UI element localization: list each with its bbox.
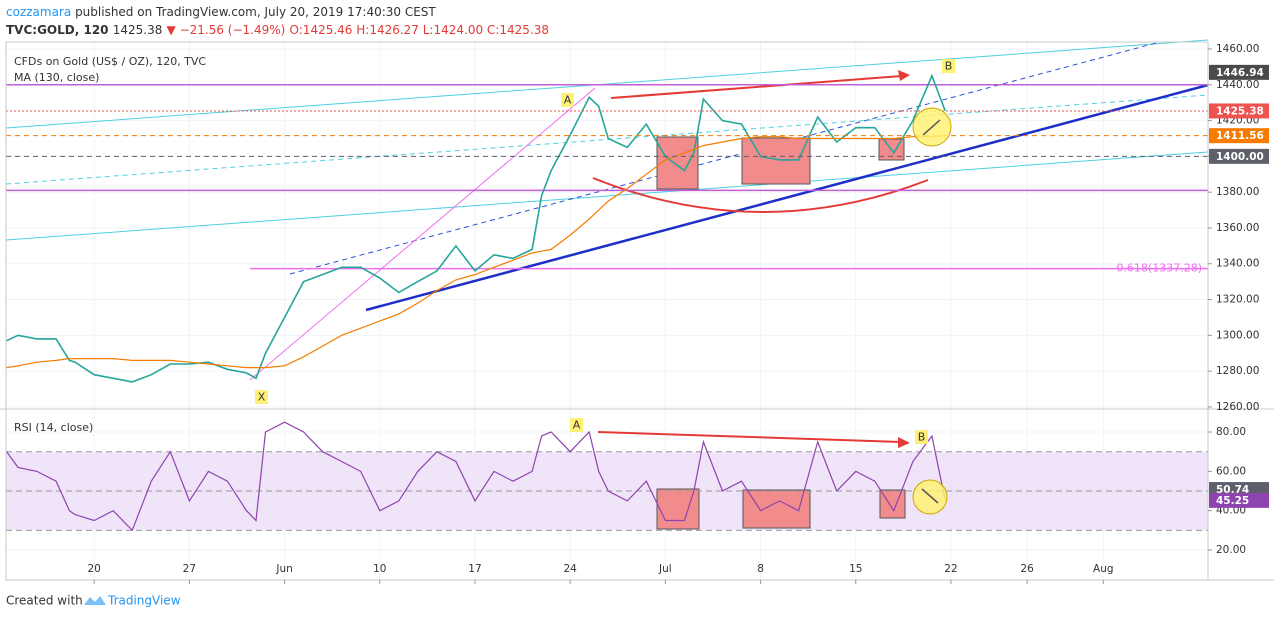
price-marker-label: 1425.38 [1216,105,1264,117]
y-tick-label: 1440.00 [1216,79,1259,91]
y-tick-label: 1280.00 [1216,365,1259,377]
box [656,136,699,190]
x-tick-label: 17 [468,563,481,575]
symbol-line: TVC:GOLD, 120 1425.38 ▼ −21.56 (−1.49%) … [6,23,549,37]
annotation: X [258,391,266,404]
circle [912,479,948,515]
annotation: A [573,419,581,432]
price-marker [1209,492,1269,508]
annotations: A B X A B [255,59,955,444]
y-tick-label: 1260.00 [1216,401,1259,413]
change: ▼ −21.56 (−1.49%) [167,23,286,37]
circle-arrow [921,488,939,504]
legend-title: CFDs on Gold (US$ / OZ), 120, TVC [14,55,206,68]
price-marker [1209,128,1269,144]
quote: 1425.38 [113,23,163,37]
label-bg [255,390,268,404]
box [741,137,811,185]
highlights [912,107,952,515]
symbol: TVC:GOLD, 120 [6,23,109,37]
arc [592,177,929,213]
x-tick-label: 24 [563,563,577,575]
support-trend [365,83,1209,312]
series-line [6,73,946,383]
price-marker [1209,103,1269,119]
annotation: B [918,431,926,444]
y-tick-label: 60.00 [1216,465,1246,477]
circle-arrow [922,119,941,136]
x-tick-label: 10 [373,563,386,575]
x-tick-label: 20 [87,563,100,575]
legend-rsi: RSI (14, close) [14,421,93,434]
logo [84,596,106,605]
legend-ma: MA (130, close) [14,71,99,84]
annotation: B [945,60,953,73]
footer-created: Created with [6,594,83,608]
x-tick-label: Aug [1093,563,1114,575]
price-marker [1209,64,1269,80]
label-bg [942,59,955,73]
price-marker-label: 1446.94 [1216,67,1264,79]
ohlc: O:1425.46 H:1426.27 L:1424.00 C:1425.38 [290,23,549,37]
x-tick-label: 26 [1020,563,1034,575]
y-tick-label: 1380.00 [1216,186,1259,198]
label-bg [570,418,583,432]
arrow-head [898,70,910,81]
y-tick-label: 1300.00 [1216,329,1259,341]
price-marker-label: 45.25 [1216,495,1249,507]
label-bg [915,430,928,444]
footer-brand: TradingView [107,594,181,608]
x-tick-label: 27 [183,563,196,575]
channel-lower [5,151,1209,241]
published: published on TradingView.com, July 20, 2… [75,5,436,19]
x-tick-label: Jul [658,563,672,575]
price-marker-label: 1400.00 [1216,151,1264,163]
y-tick-label: 80.00 [1216,426,1246,438]
price-marker [1209,148,1269,164]
y-tick-label: 1340.00 [1216,258,1259,270]
fib-label: 0.618(1337.28) [1116,262,1202,275]
fib-line [249,87,596,381]
x-tick-label: Jun [275,563,292,575]
series-line [6,135,946,369]
y-tick-label: 1460.00 [1216,43,1259,55]
channel-mid [5,94,1209,185]
series-line [6,421,946,532]
x-tick-label: 8 [757,563,764,575]
annotation: A [564,94,572,107]
label-bg [561,93,574,107]
price-marker-label: 1411.56 [1216,130,1264,142]
y-tick-label: 1320.00 [1216,294,1259,306]
dashed-trend [289,41,1161,275]
header-line: cozzamara published on TradingView.com, … [6,5,436,19]
arrow-line [610,75,903,99]
axes: 1260.00 1280.00 1300.00 1320.00 1340.00 1360.… [87,43,1269,584]
arrow-line [597,431,903,443]
marks: 0.618(1337.28) [6,73,1208,532]
y-tick-label: 1360.00 [1216,222,1259,234]
y-tick-label: 20.00 [1216,544,1246,556]
frame [5,41,1209,581]
publisher: cozzamara [6,5,71,19]
x-tick-label: 15 [849,563,862,575]
channel-upper [5,39,1209,129]
arrow-head [898,437,910,448]
box [742,489,811,529]
x-tick-label: 22 [944,563,957,575]
